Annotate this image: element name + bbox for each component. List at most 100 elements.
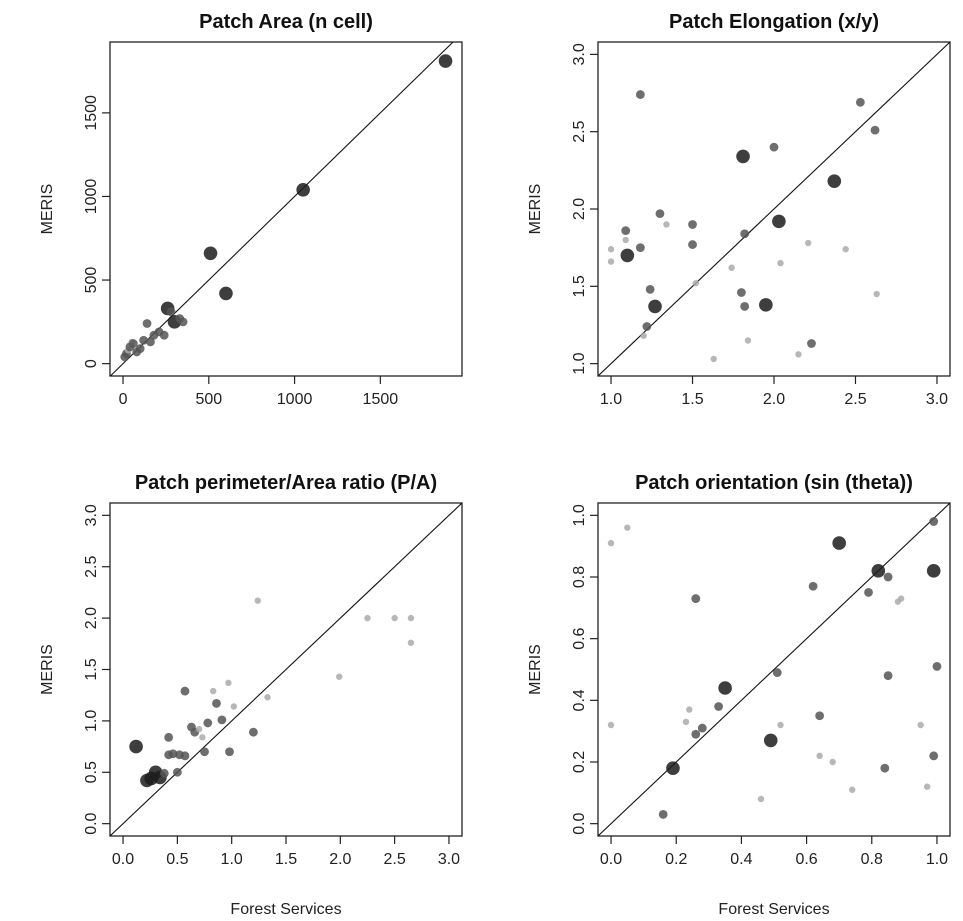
data-point xyxy=(855,97,865,107)
data-point xyxy=(178,317,188,327)
data-point xyxy=(688,220,697,229)
data-point xyxy=(795,351,802,358)
x-tick-label: 1.5 xyxy=(275,851,297,868)
data-point xyxy=(710,355,717,363)
x-tick-label: 1500 xyxy=(363,391,399,408)
data-point xyxy=(873,290,880,298)
data-point xyxy=(142,319,152,328)
data-point xyxy=(624,524,631,531)
data-point xyxy=(607,539,615,547)
data-point xyxy=(203,718,213,728)
data-point xyxy=(225,747,234,757)
x-tick-label: 500 xyxy=(195,391,222,408)
data-point xyxy=(128,339,138,348)
data-point xyxy=(159,768,169,778)
x-axis-label: Forest Services xyxy=(230,901,341,918)
data-point xyxy=(635,90,645,99)
data-point xyxy=(759,298,773,312)
x-tick-label: 0 xyxy=(119,391,128,408)
data-point xyxy=(203,246,218,261)
x-tick-label: 0.4 xyxy=(730,851,752,868)
x-tick-label: 2.0 xyxy=(763,391,785,408)
data-point xyxy=(772,668,782,677)
data-point xyxy=(697,723,707,733)
data-point xyxy=(929,517,939,526)
data-point xyxy=(210,687,217,695)
data-point xyxy=(737,288,746,297)
data-point xyxy=(682,718,690,726)
y-tick-label: 1500 xyxy=(83,95,100,131)
y-tick-label: 0.4 xyxy=(571,689,588,711)
y-axis-label: MERIS xyxy=(527,184,544,235)
data-point xyxy=(763,733,778,748)
data-point xyxy=(219,286,233,301)
identity-line xyxy=(110,42,454,376)
data-point xyxy=(438,54,453,68)
y-tick-label: 0.6 xyxy=(571,627,588,649)
data-point xyxy=(166,307,176,317)
identity-line xyxy=(598,503,950,836)
data-point xyxy=(718,681,732,695)
data-point xyxy=(777,259,784,267)
data-point xyxy=(407,639,415,646)
y-tick-label: 0.0 xyxy=(83,812,100,834)
y-tick-label: 0.8 xyxy=(571,566,588,588)
data-point xyxy=(808,581,818,591)
data-point xyxy=(364,614,371,622)
data-point xyxy=(180,751,190,761)
y-tick-label: 1.0 xyxy=(571,504,588,526)
data-point xyxy=(139,335,149,345)
data-point xyxy=(923,783,931,790)
y-tick-label: 0.0 xyxy=(571,812,588,834)
identity-line xyxy=(110,503,462,836)
chart-title: Patch orientation (sin (theta)) xyxy=(635,472,913,494)
data-point xyxy=(391,614,398,622)
data-point xyxy=(842,246,849,253)
data-point xyxy=(728,264,735,271)
data-point xyxy=(146,337,155,347)
data-point xyxy=(832,536,846,550)
y-tick-label: 1.0 xyxy=(571,352,588,374)
data-point xyxy=(407,614,415,622)
data-point xyxy=(217,715,227,725)
data-point xyxy=(607,721,615,729)
data-point xyxy=(897,595,905,602)
chart-panel-2: Patch Elongation (x/y) 1.0 1.5 2.0 2.5 3.0 1.0… xyxy=(527,11,951,408)
y-tick-label: 1.5 xyxy=(571,275,588,297)
data-point xyxy=(135,344,145,353)
data-point xyxy=(180,686,190,696)
y-tick-label: 0 xyxy=(83,359,100,368)
y-tick-label: 2.5 xyxy=(83,556,100,578)
data-point xyxy=(164,732,174,742)
x-tick-label: 2.5 xyxy=(384,851,406,868)
data-point xyxy=(829,758,836,766)
data-point xyxy=(686,706,693,713)
data-point xyxy=(655,209,665,219)
data-point xyxy=(880,763,890,773)
data-point xyxy=(200,747,209,757)
data-point xyxy=(212,699,221,708)
x-tick-label: 1.5 xyxy=(681,391,703,408)
chart-panel-4: Patch orientation (sin (theta)) 0.0 0.2 0.4… xyxy=(527,472,951,918)
data-point xyxy=(827,174,842,188)
y-tick-label: 1.5 xyxy=(83,658,100,680)
data-point xyxy=(849,786,856,793)
y-tick-label: 2.0 xyxy=(83,607,100,629)
plot-frame xyxy=(597,502,951,837)
y-axis-label: MERIS xyxy=(39,184,56,235)
data-point xyxy=(870,125,880,135)
data-point xyxy=(772,214,786,229)
x-tick-label: 0.6 xyxy=(795,851,817,868)
data-point xyxy=(159,330,169,340)
data-point xyxy=(129,739,143,754)
plot-area xyxy=(598,503,950,836)
data-point xyxy=(932,662,942,671)
data-point xyxy=(336,673,343,680)
data-point xyxy=(264,694,271,701)
chart-title: Patch Elongation (x/y) xyxy=(669,11,879,33)
data-point xyxy=(607,258,615,265)
data-point xyxy=(199,734,206,741)
data-point xyxy=(168,749,178,759)
x-tick-label: 0.5 xyxy=(166,851,188,868)
